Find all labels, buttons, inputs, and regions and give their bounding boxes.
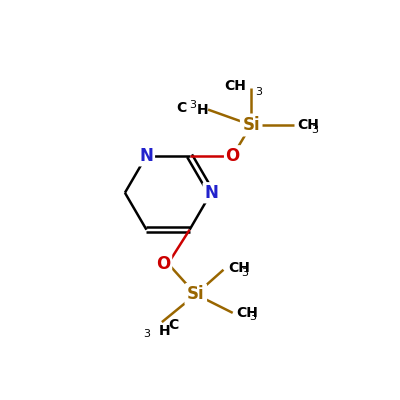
Text: H: H	[196, 103, 208, 117]
Text: CH: CH	[225, 80, 246, 94]
Text: N: N	[204, 184, 218, 202]
Text: 3: 3	[143, 330, 150, 340]
Text: CH: CH	[297, 118, 319, 132]
Text: O: O	[156, 254, 170, 273]
Text: CH: CH	[228, 261, 250, 275]
Text: O: O	[226, 147, 240, 165]
Text: 3: 3	[311, 125, 318, 135]
Text: N: N	[140, 147, 154, 165]
Text: C: C	[168, 318, 178, 332]
Text: H: H	[159, 324, 170, 338]
Text: Si: Si	[187, 286, 204, 303]
Text: 3: 3	[249, 312, 256, 322]
Text: 3: 3	[255, 87, 262, 97]
Text: CH: CH	[236, 306, 258, 320]
Text: 3: 3	[242, 268, 248, 278]
Text: 3: 3	[189, 100, 196, 110]
Text: Si: Si	[242, 116, 260, 134]
Text: C: C	[176, 101, 186, 115]
